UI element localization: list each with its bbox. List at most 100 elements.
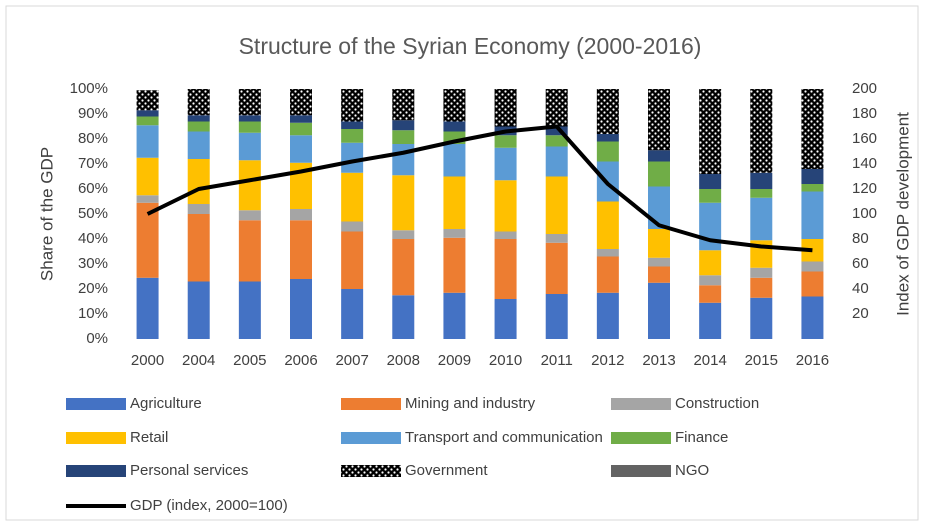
bar-segment [136, 125, 159, 158]
bar-segment [699, 285, 722, 303]
bar-segment [392, 230, 415, 239]
bar-segment [187, 131, 210, 159]
legend-swatch [341, 465, 401, 477]
legend-label: GDP (index, 2000=100) [130, 497, 288, 514]
bar-segment [648, 89, 670, 151]
bar-segment [750, 277, 773, 298]
y2-tick-label: 60 [852, 255, 869, 272]
legend-label: Mining and industry [405, 395, 536, 412]
bar-segment [238, 89, 261, 116]
bar-segment [341, 129, 364, 143]
bar-segment [290, 89, 312, 116]
x-tick-label: 2000 [131, 352, 164, 369]
bar-segment [750, 172, 773, 189]
bar-segment [443, 237, 466, 293]
bar-segment [801, 89, 824, 169]
legend-label: Finance [675, 429, 728, 446]
y-tick-label: 80% [78, 130, 108, 147]
bar-segment [136, 110, 159, 117]
y-tick-label: 100% [70, 80, 108, 97]
bar-segment [545, 126, 568, 136]
bar-segment [494, 147, 517, 181]
x-tick-label: 2011 [541, 352, 573, 369]
bar-segment [136, 277, 159, 339]
bar-segment [494, 89, 517, 127]
legend-label: Government [405, 462, 488, 479]
bar-segment [187, 115, 210, 122]
y-tick-label: 20% [78, 280, 108, 297]
bar-segment [136, 116, 159, 126]
bar-segment [443, 292, 466, 339]
legend-swatch [66, 398, 126, 410]
bar-segment [545, 176, 568, 234]
bar-segment [750, 267, 773, 278]
bar-segment [443, 176, 466, 229]
bar-segment [341, 289, 364, 339]
bar-segment [290, 122, 312, 136]
bar-segment [136, 90, 159, 111]
bar-segment [187, 281, 210, 339]
legend-label: Agriculture [130, 395, 202, 412]
bar-segment [238, 132, 261, 161]
bar-segment [136, 202, 159, 278]
bar-segment [238, 220, 261, 282]
bar-segment [596, 256, 619, 293]
x-tick-label: 2007 [335, 352, 368, 369]
y2-tick-label: 120 [852, 180, 877, 197]
bar-segment [801, 261, 824, 272]
legend-label: Personal services [130, 462, 248, 479]
y2-tick-label: 200 [852, 80, 877, 97]
y2-axis-label: Index of GDP development [893, 112, 912, 316]
bar-segment [341, 221, 364, 232]
legend-label: Retail [130, 429, 168, 446]
chart-title: Structure of the Syrian Economy (2000-20… [239, 33, 702, 59]
bar-segment [596, 141, 619, 162]
bar-segment [392, 239, 415, 296]
bar-segment [187, 159, 210, 204]
bar-segment [648, 186, 670, 229]
bar-segment [750, 89, 773, 173]
x-tick-label: 2004 [182, 352, 215, 369]
bar-segment [750, 189, 773, 198]
x-tick-label: 2014 [693, 352, 726, 369]
bar-segment [648, 257, 670, 267]
bar-segment [392, 130, 415, 144]
bar-segment [494, 180, 517, 232]
y2-tick-label: 160 [852, 130, 877, 147]
bar-segment [290, 279, 312, 339]
y-tick-label: 60% [78, 180, 108, 197]
bar-segment [801, 296, 824, 339]
bar-segment [545, 294, 568, 339]
bar-segment [545, 89, 568, 127]
bar-segment [545, 135, 568, 147]
bar-segment [494, 231, 517, 239]
bar-segment [801, 169, 824, 184]
bar-segment [187, 89, 210, 116]
y-tick-label: 70% [78, 155, 108, 172]
bar-segment [443, 89, 466, 122]
bar-segment [341, 89, 364, 122]
bar-segment [392, 144, 415, 176]
y-tick-label: 10% [78, 305, 108, 322]
y-tick-label: 40% [78, 230, 108, 247]
bar-segment [341, 142, 364, 173]
bar-segment [238, 210, 261, 221]
bar-segment [392, 175, 415, 231]
bar-segment [290, 220, 312, 279]
bar-segment [392, 89, 415, 121]
bar-segment [801, 184, 824, 192]
bar-segment [238, 121, 261, 133]
bar-segment [290, 115, 312, 123]
y2-tick-label: 80 [852, 230, 869, 247]
y2-tick-label: 20 [852, 305, 869, 322]
x-tick-label: 2015 [745, 352, 778, 369]
y-tick-label: 50% [78, 205, 108, 222]
bar-segment [187, 121, 210, 132]
bar-segment [648, 266, 670, 283]
bar-segment [648, 229, 670, 258]
bar-segment [187, 214, 210, 282]
bar-segment [801, 191, 824, 239]
bar-segment [392, 120, 415, 131]
legend-label: Construction [675, 395, 759, 412]
